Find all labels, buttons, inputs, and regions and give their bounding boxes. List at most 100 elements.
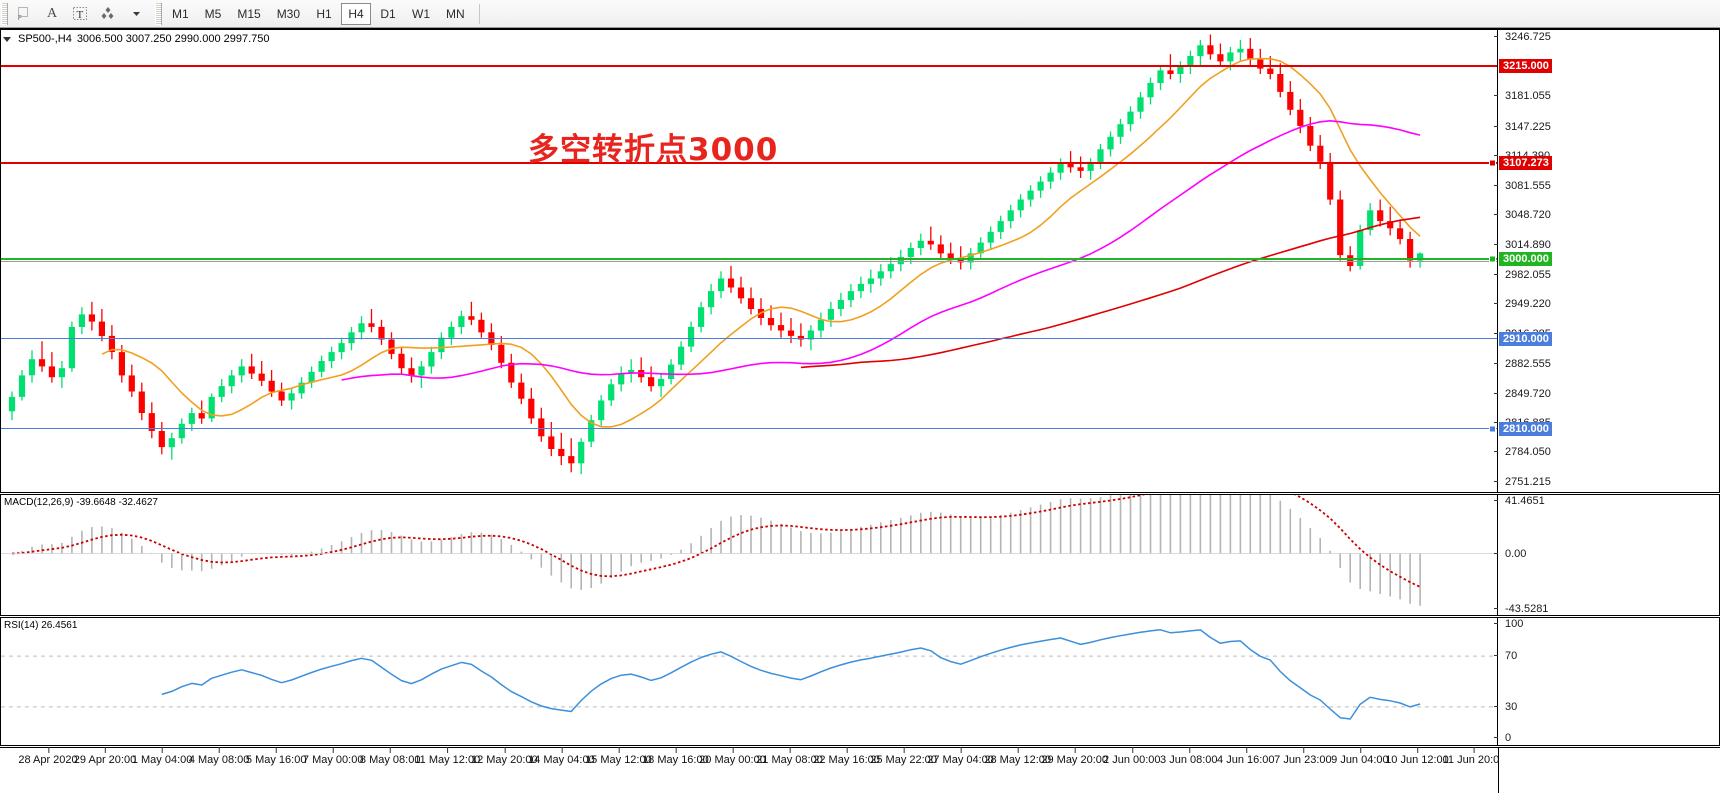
time-tick: 4 Jun 16:00 <box>1217 747 1275 766</box>
level-chip-support-2810[interactable]: 2810.000 <box>1499 422 1552 437</box>
timeframe-m30[interactable]: M30 <box>276 6 301 21</box>
level-line-support-2810[interactable] <box>1 425 1497 433</box>
time-tick: 3 Jun 08:00 <box>1160 747 1218 766</box>
price-tick: 3048.720 <box>1494 209 1551 221</box>
time-tick: 18 May 16:00 <box>642 747 709 766</box>
time-tick: 11 Jun 20:00 <box>1442 747 1506 766</box>
text-box-icon[interactable]: T <box>67 2 93 26</box>
time-tick: 12 May 20:00 <box>470 747 538 766</box>
main-toolbar: F A T M1 M5 M15 M30 H1 H4 <box>0 0 1720 28</box>
timeframe-d1[interactable]: D1 <box>380 6 396 21</box>
time-tick: 11 May 12:00 <box>414 747 481 766</box>
symbol-info-bar: SP500-,H4 3006.500 3007.250 2990.000 299… <box>3 32 270 46</box>
level-line-pivot-3000[interactable] <box>1 255 1497 263</box>
rsi-tick: 0 <box>1493 732 1511 744</box>
symbol-ohlc: 3006.500 3007.250 2990.000 2997.750 <box>76 33 270 45</box>
level-line-resistance-3215[interactable] <box>1 64 1497 67</box>
chart-annotation-text[interactable]: 多空转折点3000 <box>528 132 779 168</box>
macd-tick: 0.00 <box>1493 548 1526 560</box>
price-tick: 2949.220 <box>1494 298 1551 310</box>
price-tick: 3246.725 <box>1494 31 1551 43</box>
time-axis-corner <box>1498 747 1720 793</box>
current-price-guide <box>1 260 1497 262</box>
level-chip-support-2910[interactable]: 2910.000 <box>1499 332 1552 347</box>
time-tick: 9 Jun 04:00 <box>1331 747 1389 766</box>
level-chip-resistance-3215[interactable]: 3215.000 <box>1499 58 1552 73</box>
macd-svg <box>1 495 1497 606</box>
timeframe-mn[interactable]: MN <box>446 6 465 21</box>
time-tick: 8 May 08:00 <box>359 747 421 766</box>
macd-plot[interactable] <box>1 495 1497 615</box>
text-label-icon[interactable]: A <box>46 5 58 21</box>
time-tick: 4 May 08:00 <box>188 747 250 766</box>
timeframe-m15[interactable]: M15 <box>237 6 261 21</box>
rsi-pane[interactable]: RSI(14) 26.4561 100 70 30 0 <box>0 617 1720 746</box>
level-line-resistance-3107[interactable] <box>1 159 1497 167</box>
time-tick: 21 May 08:00 <box>756 747 823 766</box>
time-tick: 25 May 22:00 <box>870 747 937 766</box>
price-pane[interactable]: SP500-,H4 3006.500 3007.250 2990.000 299… <box>0 29 1720 493</box>
time-tick: 7 Jun 23:00 <box>1274 747 1332 766</box>
timeframe-group-drag-handle[interactable] <box>155 2 162 25</box>
price-tick: 3147.225 <box>1494 121 1551 133</box>
level-chip-pivot-3000[interactable]: 3000.000 <box>1499 251 1552 266</box>
level-chip-resistance-3107[interactable]: 3107.273 <box>1499 155 1552 170</box>
timeframe-w1[interactable]: W1 <box>412 6 431 21</box>
chart-area: SP500-,H4 3006.500 3007.250 2990.000 299… <box>0 28 1720 793</box>
rsi-tick: 70 <box>1493 650 1517 662</box>
time-tick: 29 May 20:00 <box>1041 747 1109 766</box>
price-scale[interactable]: 3246.7253181.0553147.2253114.3903081.555… <box>1493 30 1719 492</box>
time-tick: 20 May 00:00 <box>699 747 766 766</box>
rsi-scale: 100 70 30 0 <box>1493 618 1719 745</box>
time-tick: 2 Jun 00:00 <box>1103 747 1161 766</box>
time-tick: 15 May 12:00 <box>585 747 652 766</box>
level-line-support-2910[interactable] <box>1 338 1497 340</box>
drawing-objects-icon[interactable] <box>95 2 121 26</box>
time-tick: 22 May 16:00 <box>813 747 880 766</box>
crosshair-icon[interactable]: F <box>11 2 37 26</box>
price-tick: 2849.720 <box>1494 388 1551 400</box>
time-tick: 14 May 04:00 <box>528 747 595 766</box>
price-tick: 2751.215 <box>1494 476 1551 488</box>
level-handle[interactable] <box>1489 255 1496 263</box>
rsi-tick: 30 <box>1493 701 1517 713</box>
rsi-tick: 100 <box>1493 618 1523 630</box>
time-tick: 28 May 12:00 <box>984 747 1052 766</box>
level-handle[interactable] <box>1489 159 1496 167</box>
time-axis[interactable]: 28 Apr 2020 29 Apr 20:00 1 May 04:00 4 May … <box>0 747 1505 793</box>
toolbar-drag-handle[interactable] <box>1 2 8 25</box>
macd-pane[interactable]: MACD(12,26,9) -39.6648 -32.4627 41.4651 0… <box>0 494 1720 616</box>
rsi-svg <box>1 629 1497 720</box>
svg-text:T: T <box>77 9 84 21</box>
level-handle[interactable] <box>1489 425 1496 433</box>
time-tick: 10 Jun 12:00 <box>1385 747 1449 766</box>
macd-label: MACD(12,26,9) -39.6648 -32.4627 <box>4 497 158 508</box>
price-tick: 3081.555 <box>1494 180 1551 192</box>
time-tick: 29 Apr 20:00 <box>73 747 137 766</box>
price-tick: 2882.555 <box>1494 358 1551 370</box>
price-tick: 2982.055 <box>1494 269 1551 281</box>
timeframe-h4[interactable]: H4 <box>341 2 372 25</box>
timeframe-h1[interactable]: H1 <box>316 6 332 21</box>
toolbar-end-separator <box>478 3 480 24</box>
time-tick: 27 May 04:00 <box>927 747 994 766</box>
time-tick: 5 May 16:00 <box>245 747 307 766</box>
timeframe-m5[interactable]: M5 <box>204 6 222 21</box>
rsi-label: RSI(14) 26.4561 <box>4 620 78 631</box>
macd-tick: 41.4651 <box>1494 495 1545 507</box>
macd-scale: 41.4651 0.00 -43.5281 <box>1493 495 1719 615</box>
chart-menu-caret-icon[interactable] <box>3 36 11 42</box>
time-tick: 1 May 04:00 <box>131 747 193 766</box>
dropdown-arrow-icon[interactable] <box>123 2 149 26</box>
price-plot[interactable] <box>1 30 1497 492</box>
svg-text:F: F <box>18 16 22 21</box>
price-tick: 3014.890 <box>1494 239 1551 251</box>
price-tick: 3181.055 <box>1494 90 1551 102</box>
price-tick: 2784.050 <box>1494 446 1551 458</box>
symbol-name: SP500-,H4 <box>18 33 72 45</box>
time-tick: 28 Apr 2020 <box>18 747 78 766</box>
timeframe-m1[interactable]: M1 <box>172 6 189 21</box>
time-tick: 7 May 00:00 <box>302 747 364 766</box>
rsi-plot[interactable] <box>1 618 1497 745</box>
macd-tick: -43.5281 <box>1493 603 1548 615</box>
